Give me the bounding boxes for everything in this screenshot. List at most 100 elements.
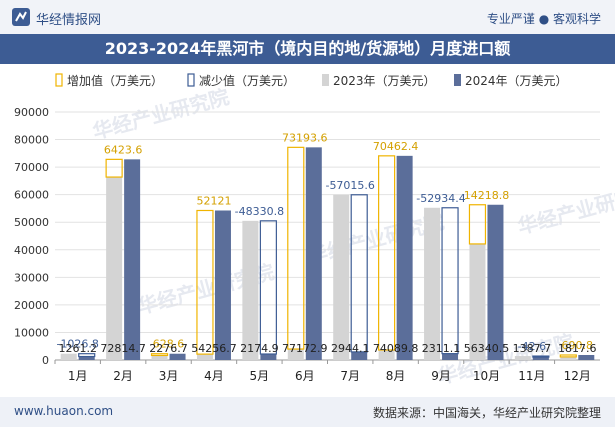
bar-2024 — [78, 356, 95, 360]
change-label: -52934.4 — [416, 192, 465, 205]
change-label: 70462.4 — [373, 140, 419, 153]
site-name: 华经情报网 — [36, 13, 102, 28]
legend-decrease-swatch — [187, 73, 195, 87]
bar-2024 — [442, 353, 459, 360]
increase-outline — [559, 354, 577, 358]
change-label: 628.6 — [153, 338, 185, 351]
change-label: 52121 — [196, 194, 231, 207]
change-label: -1026.8 — [56, 338, 98, 351]
y-tick-label: 0 — [42, 354, 49, 367]
value-label: 2311.1 — [422, 342, 461, 355]
bar-2024 — [260, 354, 277, 360]
increase-outline — [378, 155, 396, 351]
value-label: 2944.1 — [331, 342, 370, 355]
bar-2023 — [378, 350, 395, 360]
change-label: 690.8 — [562, 339, 594, 352]
value-label: 77172.9 — [282, 342, 328, 355]
increase-outline — [196, 209, 214, 355]
bar-2023 — [106, 177, 123, 360]
x-tick-label: 8月 — [386, 369, 406, 383]
decrease-outline — [532, 355, 550, 358]
value-label: 2276.7 — [149, 342, 188, 355]
change-label: -48330.8 — [235, 205, 284, 218]
title-bar: 2023-2024年黑河市（境内目的地/货源地）月度进口额 — [0, 34, 615, 64]
footer: www.huaon.com 数据来源：中国海关，华经产业研究院整理 — [0, 397, 615, 427]
x-tick-label: 9月 — [431, 369, 451, 383]
bar-2023 — [560, 356, 577, 360]
legend-increase-label: 增加值（万美元） — [67, 73, 163, 88]
bar-2023 — [60, 353, 77, 360]
footer-source: 数据来源：中国海关，华经产业研究院整理 — [372, 406, 601, 420]
increase-outline — [468, 204, 487, 245]
y-tick-label: 70000 — [14, 161, 49, 174]
decrease-outline — [78, 353, 96, 358]
x-tick-label: 2月 — [113, 369, 133, 383]
increase-outline — [287, 146, 305, 350]
x-tick-label: 10月 — [473, 369, 500, 383]
y-tick-label: 60000 — [14, 189, 49, 202]
change-label: 73193.6 — [282, 131, 328, 144]
legend-2023-swatch — [322, 74, 329, 86]
slogan: 专业严谨 ● 客观科学 — [486, 12, 601, 26]
bar-2024 — [487, 204, 504, 360]
bar-2023 — [242, 220, 259, 360]
bar-2023 — [196, 354, 213, 360]
logo-icon — [12, 8, 30, 26]
bar-2024 — [578, 354, 595, 360]
y-tick-label: 40000 — [14, 244, 49, 257]
bar-2023 — [469, 243, 486, 360]
bar-2024 — [396, 155, 413, 360]
chart-title: 2023-2024年黑河市（境内目的地/货源地）月度进口额 — [104, 39, 511, 58]
y-tick-label: 30000 — [14, 271, 49, 284]
decrease-outline — [259, 220, 277, 355]
bar-2023 — [333, 194, 350, 360]
legend-decrease-label: 减少值（万美元） — [199, 73, 295, 88]
legend-2024-label: 2024年（万美元） — [465, 74, 568, 88]
x-tick-label: 3月 — [159, 369, 179, 383]
change-label: 6423.6 — [104, 143, 143, 156]
x-tick-label: 5月 — [250, 369, 270, 383]
top-bar: 华经情报网 专业严谨 ● 客观科学 — [0, 0, 615, 34]
x-tick-label: 12月 — [564, 369, 591, 383]
bar-2024 — [124, 159, 141, 360]
value-label: 74089.8 — [373, 342, 419, 355]
y-tick-label: 20000 — [14, 299, 49, 312]
watermark: 华经产业研究院 — [90, 84, 231, 143]
x-tick-label: 11月 — [518, 369, 545, 383]
legend-increase-swatch — [55, 73, 63, 87]
change-label: -42.6 — [518, 340, 546, 353]
legend-2023-label: 2023年（万美元） — [333, 74, 436, 88]
change-label: 14218.8 — [464, 189, 510, 202]
value-label: 72814.7 — [100, 342, 146, 355]
increase-outline — [105, 158, 123, 178]
x-tick-label: 7月 — [340, 369, 360, 383]
bar-2024 — [351, 351, 368, 360]
watermark: 华经产业研究院 — [515, 179, 615, 238]
increase-outline — [150, 353, 169, 357]
bar-2023 — [287, 349, 304, 360]
bar-2024 — [169, 353, 186, 360]
value-label: 1261.2 — [58, 342, 97, 355]
bar-2024 — [214, 210, 231, 360]
y-tick-label: 90000 — [14, 106, 49, 119]
value-label: 1817.6 — [558, 342, 597, 355]
x-tick-label: 1月 — [68, 369, 88, 383]
chart: 华经产业研究院华经产业研究院华经产业研究院华经产业研究院华经产业研究院01000… — [14, 73, 615, 389]
value-label: 1387.7 — [513, 342, 552, 355]
legend-2024-swatch — [454, 74, 461, 86]
bar-2024 — [532, 356, 549, 360]
bar-2023 — [424, 207, 441, 360]
value-label: 2174.9 — [240, 342, 279, 355]
bar-2023 — [514, 356, 531, 360]
y-tick-label: 80000 — [14, 134, 49, 147]
bar-2023 — [151, 355, 168, 360]
y-tick-label: 10000 — [14, 326, 49, 339]
footer-url[interactable]: www.huaon.com — [14, 404, 114, 418]
x-tick-label: 6月 — [295, 369, 315, 383]
change-label: -57015.6 — [325, 179, 374, 192]
bar-2024 — [305, 147, 322, 360]
y-tick-label: 50000 — [14, 216, 49, 229]
value-label: 56340.5 — [464, 342, 510, 355]
value-label: 54256.7 — [191, 342, 237, 355]
